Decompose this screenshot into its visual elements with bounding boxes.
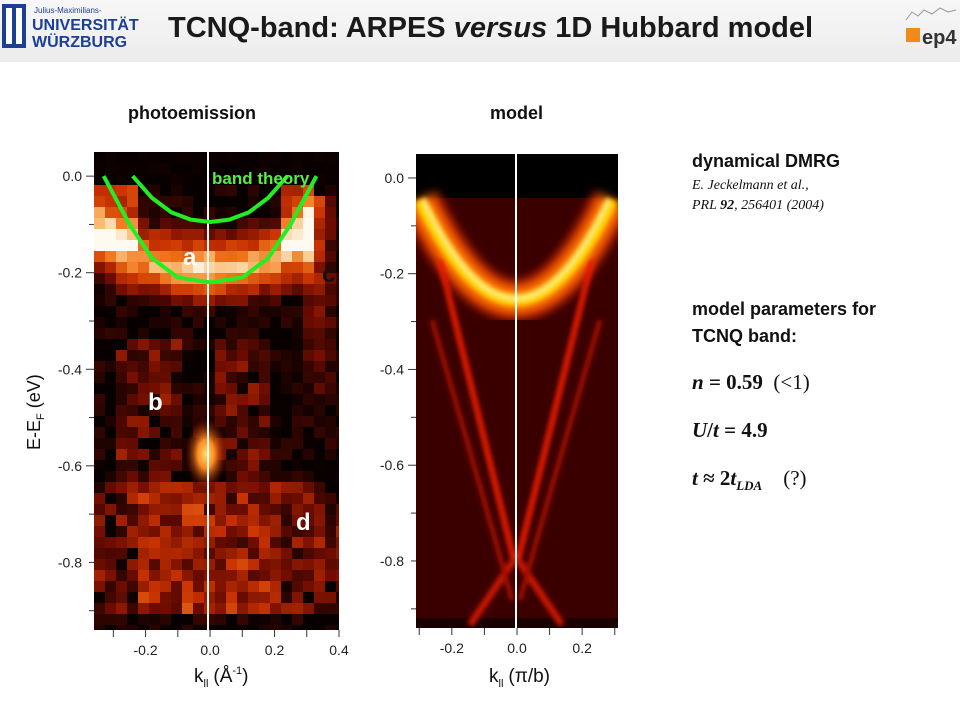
slide-header	[0, 0, 960, 62]
y-tick-label: 0.0	[63, 168, 83, 184]
ep4-logo: ep4	[905, 7, 957, 49]
y-tick-label: -0.8	[380, 553, 404, 569]
params-heading: model parameters for TCNQ band:	[692, 299, 877, 346]
y-tick-label: -0.2	[58, 265, 82, 281]
y-tick-label: -0.6	[58, 458, 82, 474]
label-c: c	[322, 261, 335, 288]
university-line2: WÜRZBURG	[32, 32, 127, 50]
band-theory-label: band theory	[212, 169, 310, 188]
x-tick-label: 0.0	[507, 640, 527, 656]
y-tick-label: -0.4	[380, 361, 404, 377]
x-axis-label-left: kll (Å-1)	[194, 665, 249, 690]
university-small: Julius-Maximilians-	[34, 6, 102, 15]
reference: E. Jeckelmann et al., PRL 92, 256401 (20…	[692, 178, 824, 213]
y-tick-label: -0.2	[380, 266, 404, 282]
model-title: model	[490, 103, 544, 123]
photoemission-title: photoemission	[128, 103, 257, 123]
label-a: a	[183, 244, 197, 271]
y-axis-label: E-EF (eV)	[24, 374, 47, 450]
university-line1: UNIVERSITÄT	[32, 16, 139, 34]
param-n: n = 0.59 (<1)	[692, 370, 810, 394]
param-u-over-t: U/t = 4.9	[692, 418, 768, 442]
x-axis-label-right: kll (π/b)	[489, 666, 550, 690]
label-d: d	[296, 509, 311, 536]
y-tick-label: -0.8	[58, 554, 82, 570]
university-logo: Julius-Maximilians- UNIVERSITÄT WÜRZBURG	[2, 4, 139, 50]
intensity-blob	[185, 418, 227, 490]
x-tick-label: 0.2	[572, 640, 592, 656]
y-tick-label: 0.0	[385, 170, 405, 186]
band-theory-curves	[101, 174, 319, 285]
x-tick-label: 0.2	[265, 642, 285, 658]
page-title: TCNQ-band: ARPES versus 1D Hubbard model	[168, 12, 814, 44]
param-t: t ≈ 2tLDA (?)	[692, 466, 807, 494]
x-tick-label: -0.2	[440, 640, 464, 656]
photoemission-map	[94, 152, 339, 630]
y-tick-label: -0.4	[58, 361, 82, 377]
x-tick-label: 0.4	[329, 642, 349, 658]
ep4-text: ep4	[922, 27, 957, 49]
x-tick-label: 0.0	[200, 642, 220, 658]
x-tick-label: -0.2	[134, 642, 158, 658]
y-tick-label: -0.6	[380, 457, 404, 473]
dmrg-heading: dynamical DMRG	[692, 151, 841, 171]
band-curve-2	[101, 175, 319, 285]
band-curve-1	[131, 174, 289, 224]
model-axes: 0.0 -0.2 -0.4 -0.6 -0.8 -0.2 0.0 0.2	[380, 170, 616, 656]
label-b: b	[148, 389, 163, 416]
photoemission-axes: 0.0 -0.2 -0.4 -0.6 -0.8 -0.2 0.0 0.2 0.4	[58, 168, 349, 658]
